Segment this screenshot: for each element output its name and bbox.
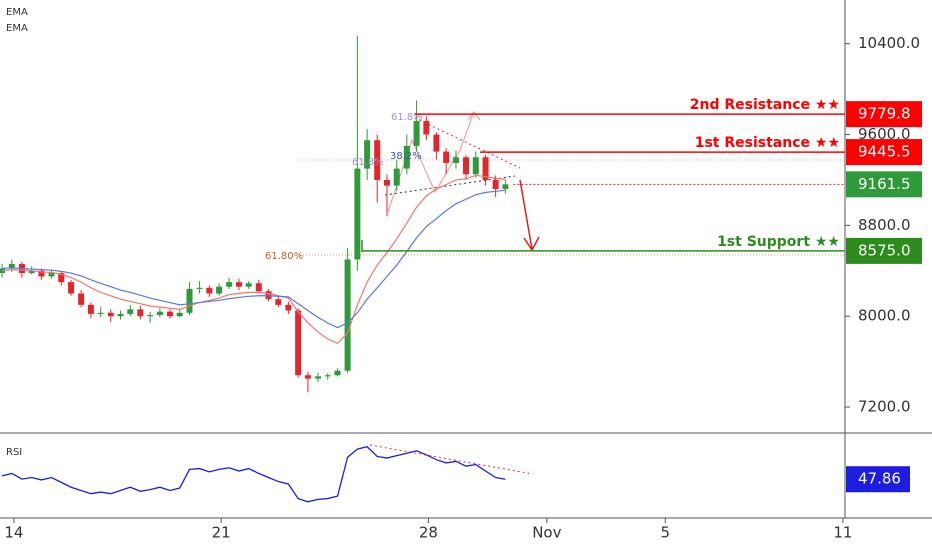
candle-body: [492, 179, 499, 190]
candle-body: [78, 293, 85, 305]
candle-body: [482, 157, 489, 180]
y-tick-label: 10400.0: [858, 34, 920, 52]
price-label: 9779.8: [858, 105, 911, 123]
ema-line: [2, 189, 506, 329]
legend-entry: EMA: [6, 7, 28, 18]
price-label: 9161.5: [858, 175, 911, 193]
candle-body: [433, 134, 440, 152]
candle-body: [443, 151, 450, 163]
rsi-line: [1, 446, 506, 503]
candle-body: [393, 168, 400, 186]
candle-body: [354, 168, 361, 260]
candle-body: [107, 312, 114, 317]
candle-body: [206, 287, 213, 294]
price-label: 9445.5: [858, 143, 911, 161]
legend-entry: EMA: [6, 23, 28, 34]
candle-body: [374, 140, 381, 180]
candle-body: [28, 270, 35, 274]
candle-body: [8, 263, 15, 269]
candle-body: [275, 299, 282, 305]
projection-arrowhead: [467, 111, 481, 121]
candle-body: [147, 315, 154, 317]
x-tick-label: 21: [212, 524, 231, 542]
candle-body: [156, 311, 163, 316]
fib-label: 61.8%: [352, 157, 384, 168]
candle-body: [196, 287, 203, 289]
candle-body: [344, 259, 351, 371]
candle-body: [226, 282, 233, 287]
price-label-box: [846, 171, 922, 198]
candle-body: [304, 375, 311, 379]
candle-body: [216, 286, 223, 294]
candle-body: [176, 312, 183, 317]
candle-body: [186, 288, 193, 313]
y-tick-label: 7200.0: [858, 398, 911, 416]
y-tick-label: 8800.0: [858, 216, 911, 234]
price-label-box: [846, 139, 922, 166]
trend-line: [414, 117, 521, 169]
candle-body: [87, 304, 94, 314]
candle-body: [324, 375, 331, 377]
x-tick-label: Nov: [532, 524, 561, 542]
candle-body: [38, 270, 45, 277]
candle-body: [255, 283, 262, 292]
fib-label: 61.80%: [265, 251, 303, 262]
candle-body: [463, 157, 470, 175]
level-label: 1st Resistance ★★: [695, 135, 840, 151]
candle-body: [364, 140, 371, 169]
ema-line: [2, 174, 506, 345]
level-label: 2nd Resistance ★★: [690, 97, 840, 113]
fib-label: 38.2%: [390, 151, 422, 162]
candle-body: [48, 273, 55, 277]
candle-body: [423, 120, 430, 135]
forecast-arrowhead: [523, 236, 540, 252]
candle-body: [334, 370, 341, 376]
candle-body: [117, 313, 124, 317]
candle-body: [452, 157, 459, 163]
candle-body: [285, 304, 292, 311]
x-tick-label: 28: [419, 524, 438, 542]
candle-body: [472, 157, 479, 175]
price-label-box: [846, 101, 922, 128]
candle-body: [245, 283, 252, 287]
candle-body: [502, 184, 509, 190]
price-label-box: [846, 237, 922, 264]
candle-body: [314, 376, 321, 379]
candle-body: [295, 310, 302, 376]
y-tick-label: 8000.0: [858, 307, 911, 325]
candle-body: [127, 309, 134, 314]
candle-body: [383, 179, 390, 186]
price-label: 8575.0: [858, 241, 911, 259]
candle-body: [403, 145, 410, 169]
candle-body: [413, 120, 420, 146]
candle-body: [58, 273, 65, 283]
trend-line: [384, 175, 516, 196]
candle-body: [97, 312, 104, 314]
candle-body: [166, 311, 173, 317]
rsi-label-box: [846, 466, 910, 493]
x-tick-label: 14: [4, 524, 23, 542]
forecast-arrow: [519, 179, 533, 250]
rsi-value-label: 47.86: [858, 470, 901, 488]
x-tick-label: 5: [661, 524, 671, 542]
level-label: 1st Support ★★: [717, 234, 840, 250]
rsi-label: RSI: [6, 447, 22, 458]
fib-label: 61.8%: [391, 112, 423, 123]
y-tick-label: 9600.0: [858, 125, 911, 143]
candle-body: [137, 309, 144, 317]
candle-body: [68, 282, 75, 294]
x-tick-label: 11: [833, 524, 852, 542]
candle-body: [235, 282, 242, 287]
